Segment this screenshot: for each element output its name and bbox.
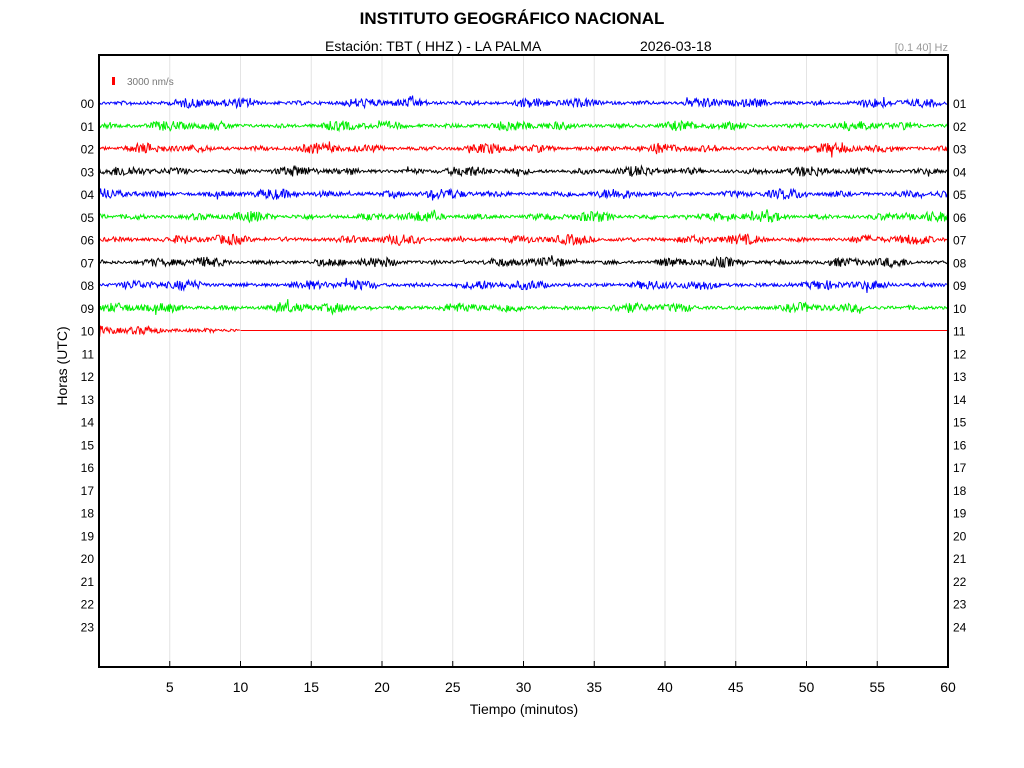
hour-label-right-14: 14 xyxy=(953,393,967,407)
trace-hour-02 xyxy=(98,141,949,158)
x-tick-labels: 5 10 15 20 25 30 35 40 45 50 55 60 xyxy=(166,661,956,695)
hour-label-right-11: 11 xyxy=(953,325,966,339)
hour-label-right-02: 02 xyxy=(953,120,967,134)
x-tick-label-55: 55 xyxy=(869,679,885,695)
hour-label-left-09: 09 xyxy=(81,302,95,316)
x-tick-label-50: 50 xyxy=(799,679,815,695)
hour-label-right-01: 01 xyxy=(953,97,967,111)
hour-label-right-13: 13 xyxy=(953,370,967,384)
x-tick-label-10: 10 xyxy=(233,679,249,695)
x-tick-label-20: 20 xyxy=(374,679,390,695)
filter-label: [0.1 40] Hz xyxy=(894,42,948,54)
trace-hour-07 xyxy=(98,255,949,269)
trace-hour-09 xyxy=(98,299,948,316)
hour-label-left-04: 04 xyxy=(81,188,95,202)
hour-label-right-12: 12 xyxy=(953,347,967,361)
hour-label-left-22: 22 xyxy=(81,598,95,612)
hour-label-right-22: 22 xyxy=(953,575,967,589)
trace-hour-04 xyxy=(98,187,949,201)
scale-bar-mark xyxy=(112,77,115,85)
hour-label-right-24: 24 xyxy=(953,620,967,634)
trace-hour-01 xyxy=(98,119,949,133)
hour-label-left-18: 18 xyxy=(81,507,95,521)
hour-label-left-03: 03 xyxy=(81,165,95,179)
hour-label-right-05: 05 xyxy=(953,188,967,202)
scale-bar-label: 3000 nm/s xyxy=(127,77,174,88)
hour-label-left-21: 21 xyxy=(81,575,95,589)
hour-label-right-23: 23 xyxy=(953,598,967,612)
hour-label-right-20: 20 xyxy=(953,529,967,543)
page-title: INSTITUTO GEOGRÁFICO NACIONAL xyxy=(359,9,665,28)
hour-label-left-19: 19 xyxy=(81,529,95,543)
trace-hour-06 xyxy=(98,233,949,247)
hour-label-left-13: 13 xyxy=(81,393,95,407)
x-tick-label-60: 60 xyxy=(940,679,956,695)
trace-hour-08 xyxy=(98,277,949,294)
hour-label-left-10: 10 xyxy=(81,325,95,339)
hour-label-left-05: 05 xyxy=(81,211,95,225)
hour-label-right-18: 18 xyxy=(953,484,967,498)
x-tick-label-5: 5 xyxy=(166,679,174,695)
hour-label-left-07: 07 xyxy=(81,256,95,270)
hour-label-right-07: 07 xyxy=(953,234,967,248)
x-tick-label-40: 40 xyxy=(657,679,673,695)
hour-label-left-00: 00 xyxy=(81,97,95,111)
hour-label-right-03: 03 xyxy=(953,143,967,157)
hour-label-left-02: 02 xyxy=(81,143,95,157)
hour-label-left-11: 11 xyxy=(82,347,95,361)
hour-label-right-06: 06 xyxy=(953,211,967,225)
hour-label-left-20: 20 xyxy=(81,552,95,566)
hour-label-left-14: 14 xyxy=(81,416,95,430)
x-tick-label-35: 35 xyxy=(586,679,602,695)
x-tick-label-25: 25 xyxy=(445,679,461,695)
trace-hour-00 xyxy=(98,95,948,110)
trace-hour-05 xyxy=(98,209,949,224)
hour-label-right-08: 08 xyxy=(953,256,967,270)
hour-label-right-09: 09 xyxy=(953,279,967,293)
hour-label-right-04: 04 xyxy=(953,165,967,179)
hour-label-left-01: 01 xyxy=(81,120,95,134)
x-axis-label: Tiempo (minutos) xyxy=(469,701,579,717)
hour-labels-right: 01 02 03 04 05 06 07 08 09 10 11 12 13 14 15 16 17 18 19 20… xyxy=(953,97,967,634)
hour-label-right-10: 10 xyxy=(953,302,967,316)
plot-frame xyxy=(98,54,949,668)
hour-labels-left: 00 01 02 03 04 05 06 07 08 09 10 11 12 13 14 15 16 17 18 19… xyxy=(81,97,95,634)
x-tick-label-30: 30 xyxy=(516,679,532,695)
hour-label-right-16: 16 xyxy=(953,438,967,452)
hour-label-left-06: 06 xyxy=(81,234,95,248)
hour-label-right-21: 21 xyxy=(953,552,967,566)
hour-label-left-12: 12 xyxy=(81,370,95,384)
hour-label-right-19: 19 xyxy=(953,507,967,521)
trace-hour-03 xyxy=(98,164,949,178)
hour-label-left-16: 16 xyxy=(81,461,95,475)
hour-label-left-17: 17 xyxy=(81,484,95,498)
trace-hour-10 xyxy=(98,324,241,338)
x-tick-label-15: 15 xyxy=(303,679,319,695)
station-label: Estación: TBT ( HHZ ) - LA PALMA xyxy=(325,38,542,54)
date-label: 2026-03-18 xyxy=(640,38,712,54)
hour-label-right-17: 17 xyxy=(953,461,967,475)
hour-label-left-23: 23 xyxy=(81,620,95,634)
hour-label-right-15: 15 xyxy=(953,416,967,430)
x-tick-label-45: 45 xyxy=(728,679,744,695)
hour-label-left-08: 08 xyxy=(81,279,95,293)
traces xyxy=(98,95,949,338)
grid-lines xyxy=(169,55,878,667)
hour-label-left-15: 15 xyxy=(81,438,95,452)
